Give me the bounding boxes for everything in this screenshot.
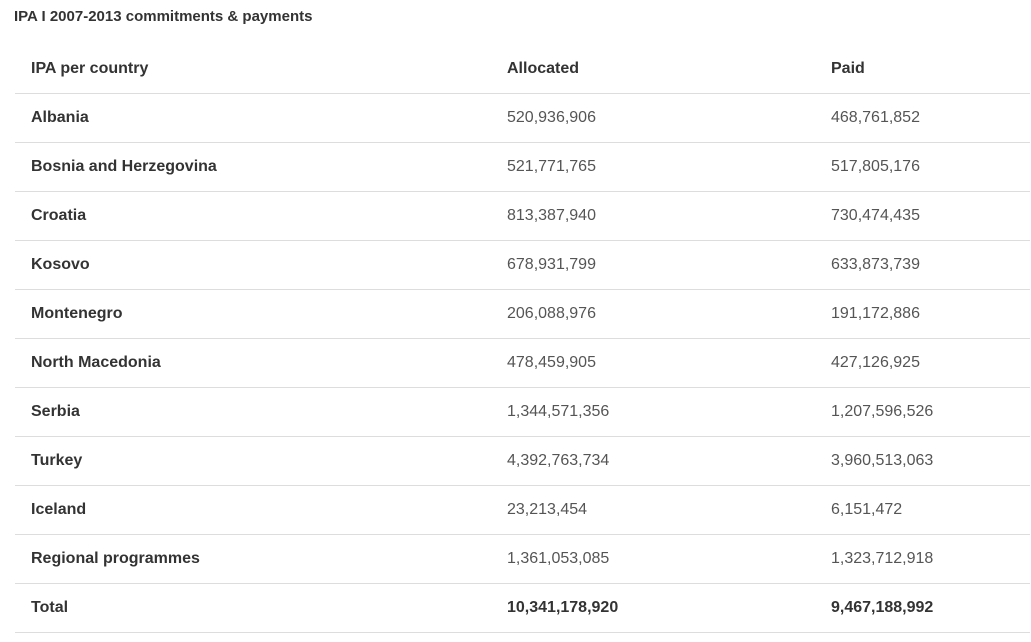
total-allocated: 10,341,178,920: [507, 583, 831, 633]
row-paid: 517,805,176: [831, 142, 1030, 192]
table-row: Kosovo 678,931,799 633,873,739: [15, 240, 1030, 290]
table-row: Bosnia and Herzegovina 521,771,765 517,8…: [15, 142, 1030, 192]
row-paid: 468,761,852: [831, 93, 1030, 143]
row-allocated: 678,931,799: [507, 240, 831, 290]
total-label: Total: [15, 583, 507, 633]
row-allocated: 1,361,053,085: [507, 534, 831, 584]
row-allocated: 478,459,905: [507, 338, 831, 388]
table-row: Turkey 4,392,763,734 3,960,513,063: [15, 436, 1030, 486]
row-country: Iceland: [15, 485, 507, 535]
row-country: Regional programmes: [15, 534, 507, 584]
row-paid: 1,323,712,918: [831, 534, 1030, 584]
table-row: North Macedonia 478,459,905 427,126,925: [15, 338, 1030, 388]
total-paid: 9,467,188,992: [831, 583, 1030, 633]
row-country: Albania: [15, 93, 507, 143]
row-allocated: 521,771,765: [507, 142, 831, 192]
row-country: Bosnia and Herzegovina: [15, 142, 507, 192]
table-row: Iceland 23,213,454 6,151,472: [15, 485, 1030, 535]
table-caption: IPA I 2007-2013 commitments & payments: [14, 8, 313, 25]
row-country: Turkey: [15, 436, 507, 486]
row-country: Serbia: [15, 387, 507, 437]
column-header-country: IPA per country: [15, 45, 507, 94]
row-paid: 633,873,739: [831, 240, 1030, 290]
row-paid: 3,960,513,063: [831, 436, 1030, 486]
row-country: Kosovo: [15, 240, 507, 290]
table-row: Regional programmes 1,361,053,085 1,323,…: [15, 534, 1030, 584]
table-row: Montenegro 206,088,976 191,172,886: [15, 289, 1030, 339]
table-row: Serbia 1,344,571,356 1,207,596,526: [15, 387, 1030, 437]
column-header-allocated: Allocated: [507, 45, 831, 94]
commitments-table: IPA per country Allocated Paid Albania 5…: [15, 45, 1030, 633]
total-row: Total 10,341,178,920 9,467,188,992: [15, 583, 1030, 633]
row-country: Croatia: [15, 191, 507, 241]
table-row: Albania 520,936,906 468,761,852: [15, 93, 1030, 143]
row-allocated: 520,936,906: [507, 93, 831, 143]
row-paid: 730,474,435: [831, 191, 1030, 241]
table-header-row: IPA per country Allocated Paid: [15, 45, 1030, 94]
table-row: Croatia 813,387,940 730,474,435: [15, 191, 1030, 241]
row-paid: 6,151,472: [831, 485, 1030, 535]
row-allocated: 813,387,940: [507, 191, 831, 241]
row-allocated: 4,392,763,734: [507, 436, 831, 486]
row-allocated: 23,213,454: [507, 485, 831, 535]
row-paid: 191,172,886: [831, 289, 1030, 339]
row-allocated: 206,088,976: [507, 289, 831, 339]
column-header-paid: Paid: [831, 45, 1030, 94]
row-country: Montenegro: [15, 289, 507, 339]
row-country: North Macedonia: [15, 338, 507, 388]
row-paid: 427,126,925: [831, 338, 1030, 388]
row-paid: 1,207,596,526: [831, 387, 1030, 437]
row-allocated: 1,344,571,356: [507, 387, 831, 437]
